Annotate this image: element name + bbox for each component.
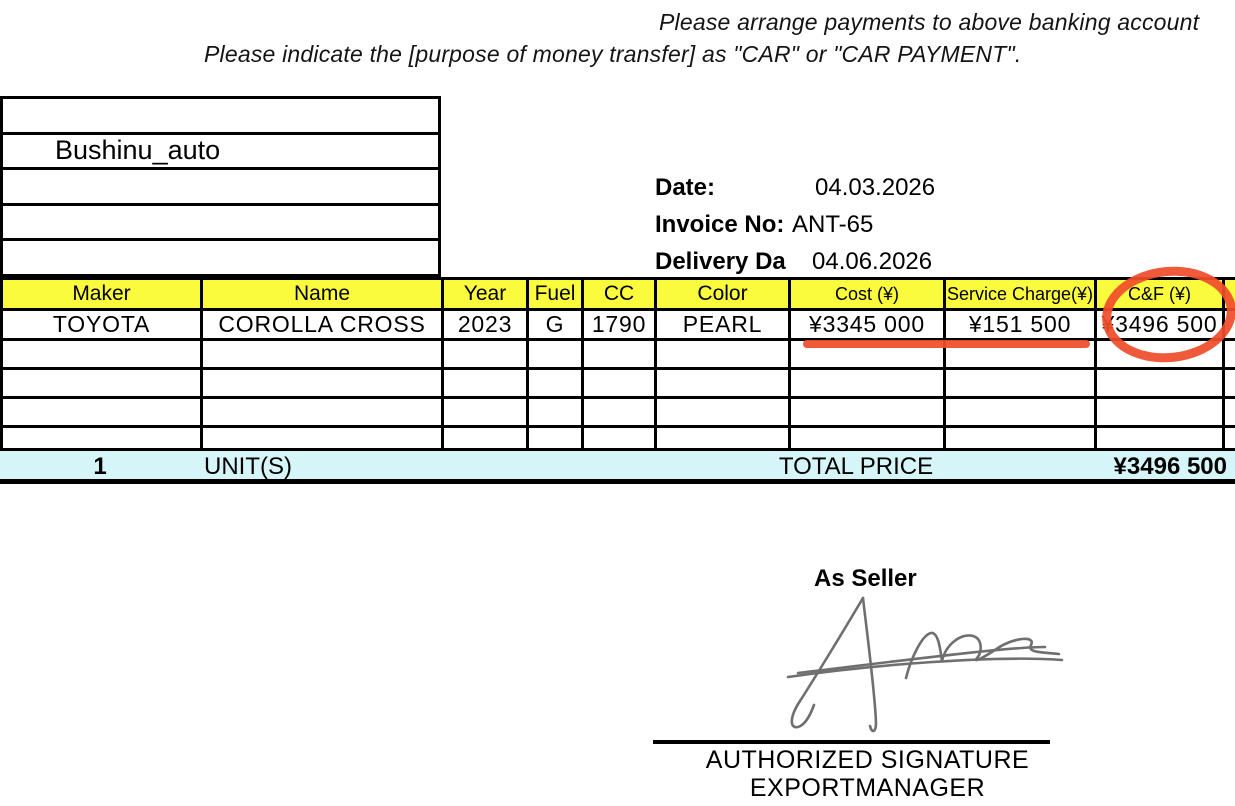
seller-box-row — [3, 170, 438, 206]
total-unit-label: UNIT(S) — [204, 453, 292, 480]
seller-box-row — [3, 241, 438, 274]
cell-maker: TOYOTA — [0, 308, 203, 341]
col-header-color: Color — [654, 277, 791, 311]
total-quantity: 1 — [93, 453, 107, 480]
payment-notice-line-1: Please arrange payments to above banking… — [659, 9, 1200, 35]
total-price-label: TOTAL PRICE — [778, 453, 934, 480]
cell-service-charge: ¥151 500 — [943, 308, 1097, 341]
cell-name: COROLLA CROSS — [200, 308, 444, 341]
cell-cc: 1790 — [581, 308, 657, 341]
col-header-fuel: Fuel — [526, 277, 584, 311]
delivery-date-label: Delivery Da — [655, 248, 786, 275]
invoice-no-value: ANT-65 — [792, 211, 874, 238]
vehicle-table: Maker Name Year Fuel CC Color Cost (¥) S… — [0, 277, 1235, 457]
export-manager-text: EXPORTMANAGER — [749, 774, 986, 802]
cell-year: 2023 — [441, 308, 529, 341]
empty-vehicle-row — [0, 367, 1235, 399]
date-label: Date: — [655, 174, 716, 201]
col-header-cost: Cost (¥) — [788, 277, 946, 311]
total-row: 1 UNIT(S) TOTAL PRICE ¥3496 500 — [0, 448, 1235, 484]
vehicle-table-header-row: Maker Name Year Fuel CC Color Cost (¥) S… — [0, 277, 1235, 311]
col-header-maker: Maker — [0, 277, 203, 311]
empty-vehicle-row — [0, 396, 1235, 428]
cell-cf: ¥3496 500 — [1094, 308, 1225, 341]
as-seller-label: As Seller — [814, 565, 917, 592]
invoice-no-label: Invoice No: — [655, 211, 785, 238]
signature-line — [653, 740, 1050, 744]
col-header-clipped — [1222, 277, 1235, 311]
cell-fuel: G — [526, 308, 584, 341]
col-header-cc: CC — [581, 277, 657, 311]
cell-cost: ¥3345 000 — [788, 308, 946, 341]
authorized-signature-block: AUTHORIZED SIGNATURE EXPORTMANAGER — [695, 746, 1040, 802]
delivery-date-value: 04.06.2026 — [812, 248, 933, 275]
payment-notice-line-2: Please indicate the [purpose of money tr… — [204, 41, 1022, 67]
cell-color: PEARL — [654, 308, 791, 341]
seller-box-row — [3, 206, 438, 242]
cell-clipped — [1223, 308, 1235, 341]
total-price-value: ¥3496 500 — [1113, 453, 1227, 480]
date-value: 04.03.2026 — [815, 174, 936, 201]
seller-company-name: Bushinu_auto — [3, 135, 438, 171]
authorized-signature-text: AUTHORIZED SIGNATURE — [705, 746, 1030, 774]
red-underline-annotation — [803, 340, 1090, 348]
col-header-name: Name — [200, 277, 444, 311]
empty-vehicle-row — [0, 338, 1235, 370]
col-header-cf: C&F (¥) — [1094, 277, 1225, 311]
col-header-year: Year — [441, 277, 529, 311]
handwritten-signature — [786, 596, 1064, 733]
seller-box-row — [3, 99, 438, 135]
seller-info-box: Bushinu_auto — [0, 96, 441, 277]
vehicle-row: TOYOTA COROLLA CROSS 2023 G 1790 PEARL ¥… — [0, 308, 1235, 341]
col-header-service-charge: Service Charge(¥) — [943, 277, 1097, 311]
